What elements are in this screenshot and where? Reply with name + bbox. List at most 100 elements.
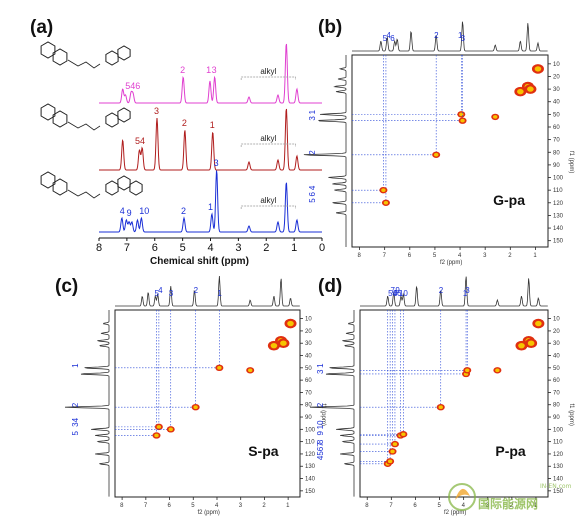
f1-tick-label: 10 xyxy=(553,317,560,323)
f1-tick-label: 40 xyxy=(553,354,560,360)
f1-tick-label: 110 xyxy=(305,440,315,446)
left-peak-label: 2 xyxy=(316,402,325,407)
f2-tick-label: 1 xyxy=(533,253,537,259)
left-peak-label: 34 xyxy=(71,417,80,426)
left-peak-label: 2 xyxy=(308,150,317,155)
f1-tick-label: 100 xyxy=(553,427,564,433)
f1-tick-label: 10 xyxy=(305,317,312,323)
panel-c-hsqc: (c)8 7 6 5 4 3 2 1f2 (ppm)102030405060708090100… xyxy=(55,275,326,516)
hsqc-frame xyxy=(114,309,301,498)
structure-ring xyxy=(129,180,143,196)
top-peak-label: 8 xyxy=(393,289,398,298)
top-peak-label: 3 xyxy=(465,286,470,295)
left-projection xyxy=(303,55,347,247)
f1-tick-label: 50 xyxy=(553,112,560,118)
watermark-subtext: IN-EN.com xyxy=(540,483,572,490)
f1-tick-label: 40 xyxy=(305,354,312,360)
left-peak-label: 5 xyxy=(308,198,317,203)
structure-ring xyxy=(52,48,68,66)
f1-tick-label: 70 xyxy=(553,390,560,396)
top-peak-label: 4 xyxy=(386,31,391,40)
left-peak-label: 5 xyxy=(71,430,80,435)
f1-tick-label: 40 xyxy=(553,100,560,106)
structure-ring xyxy=(105,50,119,66)
crosspeak-core xyxy=(381,188,386,192)
crosspeak-core xyxy=(387,459,393,464)
f1-tick-label: 30 xyxy=(553,87,560,93)
f1-tick-label: 120 xyxy=(553,201,564,207)
peak-label: 4 xyxy=(140,136,145,146)
f1-tick-label: 100 xyxy=(305,427,316,433)
f1-tick-label: 120 xyxy=(305,452,316,458)
f1-tick-label: 70 xyxy=(553,138,560,144)
left-peak-label: 3 xyxy=(308,116,317,121)
alkyl-label: alkyl xyxy=(260,196,276,205)
panel-b-hsqc: (b)8 7 6 5 4 3 2 1f2 (ppm)102030405060708090100… xyxy=(303,17,574,266)
f2-tick-label: 6 xyxy=(408,253,412,259)
f1-tick-label: 20 xyxy=(553,74,560,80)
f2-tick-label: 3 xyxy=(483,253,487,259)
crosspeak-core xyxy=(287,320,294,327)
watermark-flame xyxy=(455,488,470,500)
f2-tick-label: 5 xyxy=(438,503,442,509)
f1-tick-label: 10 xyxy=(553,62,560,68)
structure-chain xyxy=(67,121,101,131)
f2-tick-label: 2 xyxy=(510,503,514,509)
structure-ring xyxy=(52,110,68,128)
peak-label: 5 xyxy=(135,136,140,146)
watermark-circle xyxy=(448,483,476,511)
f1-tick-label: 150 xyxy=(553,239,564,245)
top-peak-label: 1 xyxy=(217,289,222,298)
peak-label: 3 xyxy=(214,158,219,168)
f1-tick-label: 50 xyxy=(305,366,312,372)
top-peak-label: 2 xyxy=(194,286,199,295)
crosspeak-core xyxy=(154,433,159,438)
top-peak-label: 10 xyxy=(399,289,408,298)
left-peak-label: 1 xyxy=(71,363,80,368)
left-projection xyxy=(309,310,355,497)
left-peak-label: 9 xyxy=(316,430,325,435)
sample-label: P-pa xyxy=(495,443,526,459)
crosspeak-core xyxy=(493,115,498,119)
top-peak-label: 4 xyxy=(158,286,163,295)
f1-axis-title: f1 (ppm) xyxy=(320,404,326,426)
f1-tick-label: 140 xyxy=(305,477,316,483)
f1-tick-label: 100 xyxy=(553,176,564,182)
structure-ring xyxy=(117,107,131,123)
peak-label: 10 xyxy=(139,206,149,216)
crosspeak-core xyxy=(518,342,525,349)
left-peak-label: 2 xyxy=(71,402,80,407)
f2-tick-label: 8 xyxy=(120,503,124,509)
panel-d-label: (d) xyxy=(318,276,342,297)
crosspeak-core xyxy=(517,88,524,95)
crosspeak-core xyxy=(534,66,542,72)
f1-tick-label: 150 xyxy=(553,489,564,495)
f1-tick-label: 90 xyxy=(305,415,312,421)
f1-tick-label: 130 xyxy=(553,213,564,219)
alkyl-label: alkyl xyxy=(260,67,276,76)
left-peak-label: 4567 xyxy=(316,442,325,460)
crosspeak-core xyxy=(438,405,443,409)
spectrum-trace-1 xyxy=(99,43,322,104)
f1-tick-label: 30 xyxy=(305,341,312,347)
crosspeak-core xyxy=(390,449,395,454)
crosspeak-core xyxy=(270,342,278,349)
top-projection xyxy=(360,276,548,307)
top-peak-label: 3 xyxy=(169,289,174,298)
f1-tick-label: 80 xyxy=(305,403,312,409)
peak-label: 1 xyxy=(208,202,213,212)
top-peak-label: 3 xyxy=(461,34,466,43)
f2-axis-title: f2 (ppm) xyxy=(198,510,220,516)
crosspeak-core xyxy=(460,118,465,123)
f1-tick-label: 20 xyxy=(553,329,560,335)
top-peak-label: 6 xyxy=(390,34,395,43)
f2-tick-label: 6 xyxy=(168,503,172,509)
alkyl-label: alkyl xyxy=(260,134,276,143)
crosspeak-core xyxy=(156,425,162,429)
left-peak-label: 6 xyxy=(308,191,317,196)
f1-tick-label: 110 xyxy=(553,440,563,446)
x-tick-label: 2 xyxy=(263,242,269,254)
crosspeak-core xyxy=(401,432,406,437)
x-tick-label: 1 xyxy=(291,242,297,254)
